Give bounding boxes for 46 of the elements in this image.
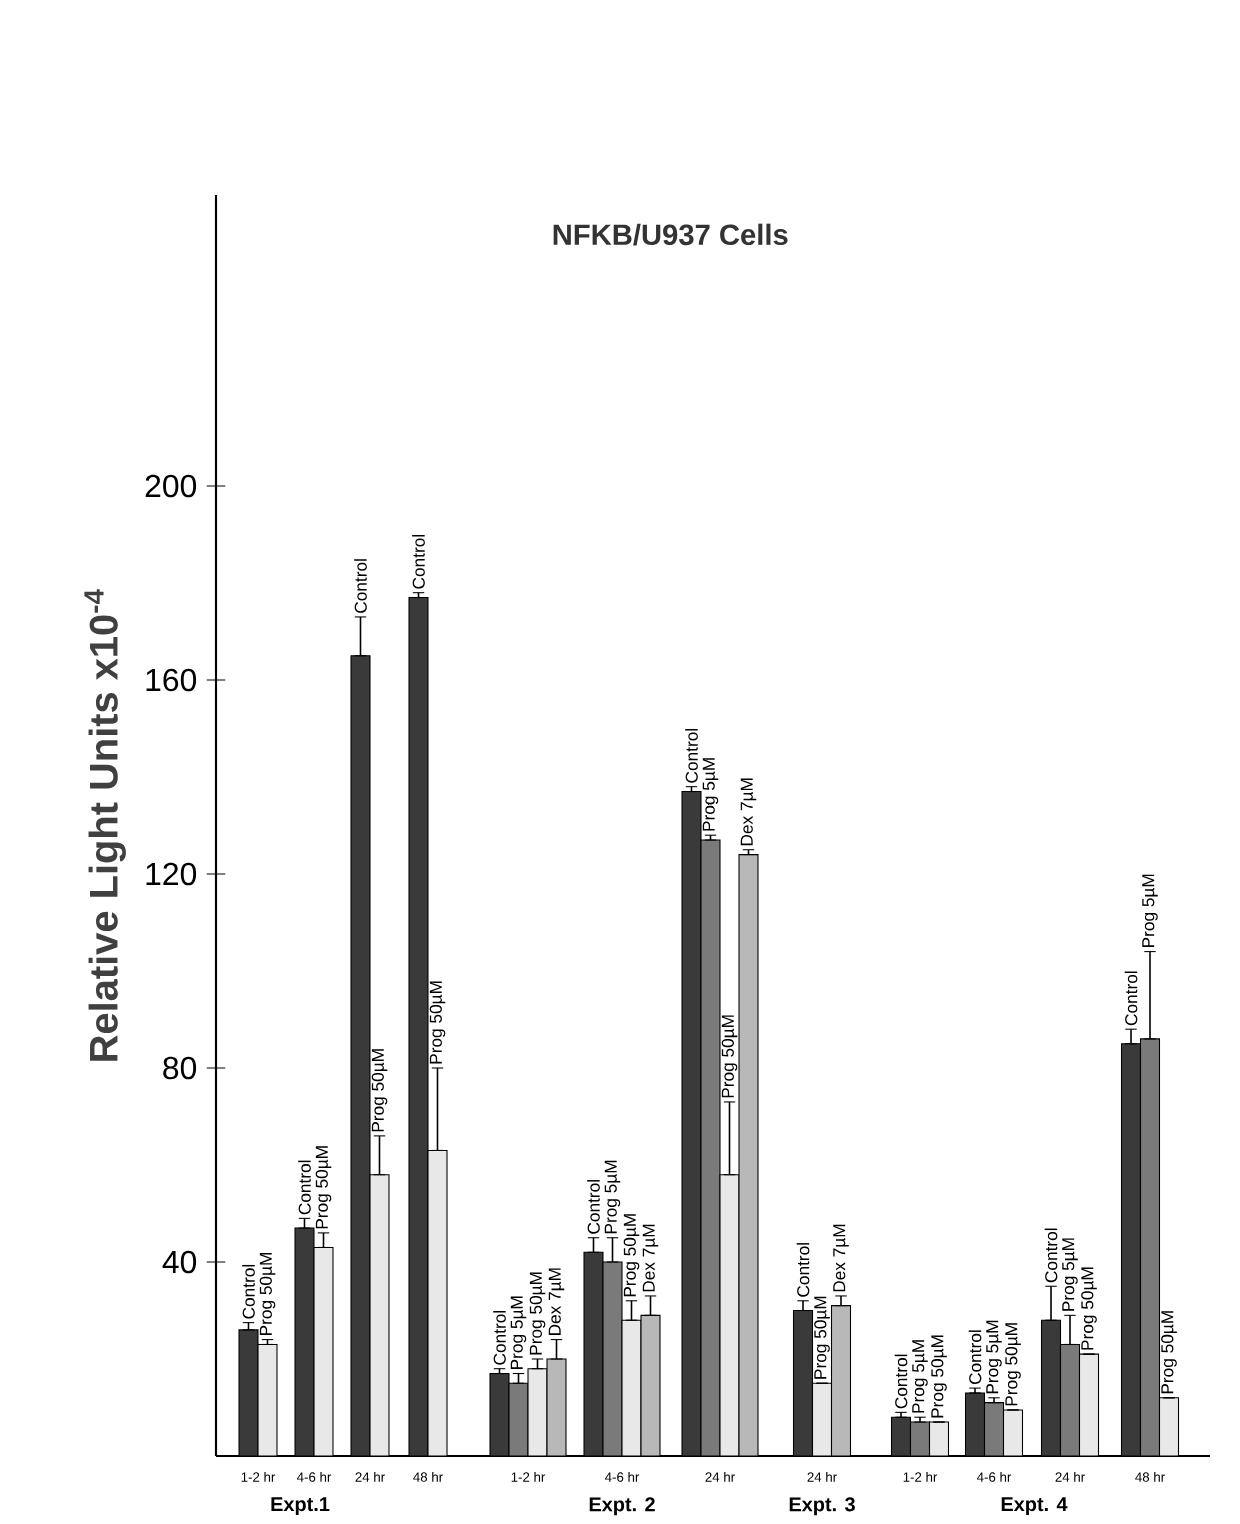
text: Prog 5µM bbox=[604, 1160, 621, 1234]
text: Prog 50µM bbox=[721, 1015, 738, 1098]
text: Dex 7µM bbox=[833, 1224, 849, 1292]
text: Prog 50µM bbox=[315, 1146, 332, 1229]
text: NFKB/U937 Cells bbox=[553, 223, 788, 246]
text: Expt. 2 bbox=[589, 1497, 655, 1516]
text: Prog 50µM bbox=[814, 1296, 830, 1379]
text: Control bbox=[242, 1264, 255, 1319]
text: Control bbox=[587, 1180, 600, 1234]
y-tick-label: 80 bbox=[163, 1056, 197, 1080]
text: Control bbox=[796, 1243, 810, 1297]
text: Control bbox=[685, 729, 698, 783]
text: Dex 7µM bbox=[548, 1268, 565, 1335]
text: Control bbox=[1044, 1228, 1058, 1283]
text: Prog 50µM bbox=[529, 1272, 546, 1355]
text: Dex 7µM bbox=[740, 778, 757, 846]
y-tick-label: 120 bbox=[146, 862, 197, 886]
text: Prog 50µM bbox=[429, 981, 446, 1064]
y-tick-label: 200 bbox=[145, 474, 197, 498]
y-tick-label: 160 bbox=[146, 668, 197, 692]
text: Prog 5µM bbox=[510, 1296, 527, 1369]
text: Expt. 4 bbox=[1001, 1497, 1068, 1516]
text: Prog 50µM bbox=[259, 1253, 276, 1335]
text: Prog 5µM bbox=[986, 1320, 1002, 1394]
text: Expt.1 bbox=[271, 1497, 330, 1516]
text: Prog 50µM bbox=[371, 1049, 388, 1132]
text: Dex 7µM bbox=[642, 1224, 659, 1292]
text: Prog 50µM bbox=[1081, 1267, 1097, 1350]
text: Prog 5µM bbox=[702, 758, 719, 831]
text: Expt. 3 bbox=[789, 1497, 855, 1516]
text: Prog 50µM bbox=[1161, 1311, 1177, 1394]
text: Control bbox=[298, 1160, 311, 1215]
text: Prog 5µM bbox=[1062, 1238, 1078, 1311]
text: Control bbox=[412, 535, 425, 589]
text: Control bbox=[493, 1311, 506, 1365]
y-axis-title: Relative Light Units x10$^{-4}$ bbox=[84, 589, 126, 1061]
text: Control bbox=[354, 559, 367, 613]
text: Control bbox=[968, 1330, 982, 1385]
text: Prog 50µM bbox=[1005, 1323, 1021, 1406]
text: Prog 5µM bbox=[1142, 874, 1158, 947]
text: Prog 50µM bbox=[623, 1214, 640, 1297]
text: Prog 5µM bbox=[912, 1340, 928, 1413]
text: Control bbox=[1124, 971, 1138, 1026]
y-tick-label: 40 bbox=[162, 1250, 197, 1274]
text: Control bbox=[894, 1354, 908, 1409]
text: Prog 50µM bbox=[931, 1335, 947, 1418]
